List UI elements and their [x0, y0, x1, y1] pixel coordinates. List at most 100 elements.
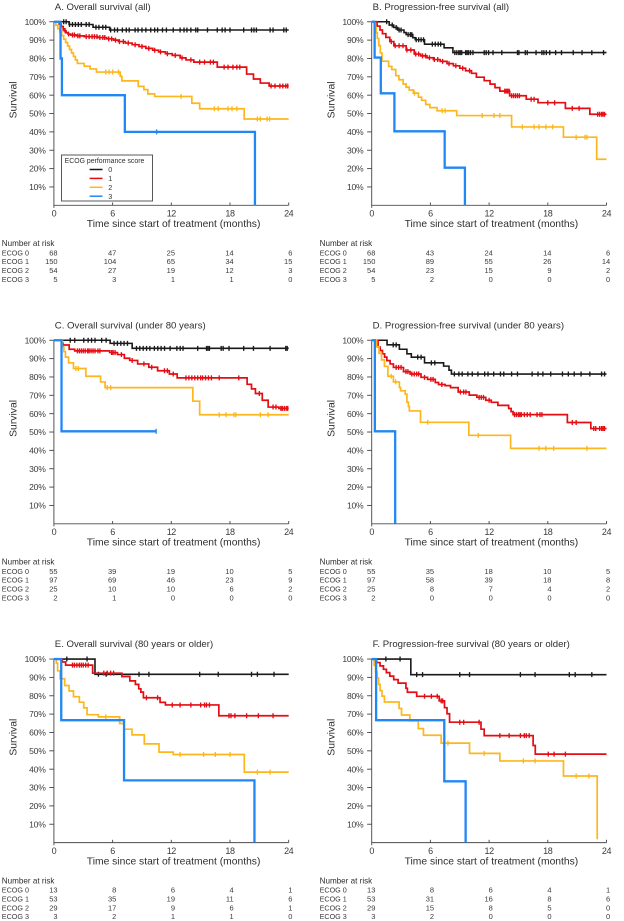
svg-text:3: 3	[371, 912, 375, 921]
svg-text:2: 2	[53, 593, 57, 602]
svg-text:60%: 60%	[29, 409, 46, 419]
svg-text:10: 10	[543, 567, 551, 576]
svg-text:Number at risk: Number at risk	[2, 558, 56, 567]
svg-text:9: 9	[288, 576, 292, 585]
svg-text:47: 47	[108, 248, 116, 257]
svg-text:150: 150	[363, 257, 376, 266]
svg-text:ECOG 0: ECOG 0	[320, 886, 347, 895]
svg-text:2: 2	[288, 585, 292, 594]
svg-text:1: 1	[108, 174, 112, 183]
svg-text:E. Overall survival (80 years: E. Overall survival (80 years or older)	[55, 639, 213, 650]
svg-text:80%: 80%	[347, 54, 364, 64]
svg-text:97: 97	[49, 576, 57, 585]
svg-text:12: 12	[484, 209, 494, 219]
svg-text:Number at risk: Number at risk	[320, 239, 374, 248]
svg-text:1: 1	[171, 275, 175, 284]
svg-text:15: 15	[426, 903, 434, 912]
svg-text:23: 23	[225, 576, 233, 585]
svg-text:24: 24	[284, 846, 294, 856]
svg-text:2: 2	[112, 912, 116, 921]
svg-text:0: 0	[288, 912, 292, 921]
svg-text:69: 69	[108, 576, 116, 585]
svg-text:6: 6	[110, 209, 115, 219]
svg-text:19: 19	[167, 567, 175, 576]
svg-text:12: 12	[484, 846, 494, 856]
svg-text:0: 0	[489, 912, 493, 921]
svg-text:14: 14	[602, 257, 610, 266]
svg-text:20%: 20%	[29, 164, 46, 174]
svg-text:ECOG 1: ECOG 1	[320, 257, 347, 266]
svg-text:150: 150	[45, 257, 58, 266]
svg-text:ECOG 2: ECOG 2	[320, 903, 347, 912]
svg-text:70%: 70%	[29, 390, 46, 400]
svg-text:14: 14	[225, 248, 233, 257]
svg-text:10%: 10%	[347, 182, 364, 192]
svg-text:6: 6	[606, 248, 610, 257]
svg-text:50%: 50%	[347, 427, 364, 437]
svg-text:89: 89	[426, 257, 434, 266]
svg-text:24: 24	[602, 209, 612, 219]
svg-text:10: 10	[108, 585, 116, 594]
svg-text:31: 31	[426, 895, 434, 904]
svg-text:6: 6	[428, 846, 433, 856]
svg-text:9: 9	[171, 903, 175, 912]
svg-text:6: 6	[428, 209, 433, 219]
svg-text:4: 4	[547, 585, 551, 594]
svg-text:54: 54	[49, 266, 57, 275]
svg-text:100%: 100%	[342, 335, 364, 345]
svg-text:18: 18	[543, 527, 553, 537]
svg-text:14: 14	[543, 248, 551, 257]
svg-text:ECOG 2: ECOG 2	[320, 266, 347, 275]
svg-text:3: 3	[53, 912, 57, 921]
svg-text:8: 8	[489, 903, 493, 912]
svg-text:20%: 20%	[29, 482, 46, 492]
svg-text:0: 0	[547, 912, 551, 921]
svg-text:80%: 80%	[29, 691, 46, 701]
svg-text:Time since start of treatment: Time since start of treatment (months)	[405, 219, 579, 230]
svg-text:90%: 90%	[347, 354, 364, 364]
svg-text:100%: 100%	[25, 17, 47, 27]
svg-text:60%: 60%	[347, 90, 364, 100]
svg-text:40%: 40%	[29, 127, 46, 137]
svg-text:70%: 70%	[29, 709, 46, 719]
svg-text:1: 1	[288, 886, 292, 895]
svg-text:12: 12	[484, 527, 494, 537]
svg-text:0: 0	[171, 593, 175, 602]
svg-text:0: 0	[489, 275, 493, 284]
svg-text:2: 2	[430, 275, 434, 284]
svg-text:1: 1	[230, 275, 234, 284]
svg-text:80%: 80%	[347, 691, 364, 701]
svg-text:58: 58	[426, 576, 434, 585]
svg-text:6: 6	[288, 248, 292, 257]
svg-text:9: 9	[547, 266, 551, 275]
svg-text:2: 2	[606, 266, 610, 275]
svg-text:65: 65	[167, 257, 175, 266]
svg-text:6: 6	[606, 895, 610, 904]
svg-text:6: 6	[230, 903, 234, 912]
svg-text:0: 0	[606, 275, 610, 284]
svg-text:F. Progression-free survival (: F. Progression-free survival (80 years o…	[373, 639, 570, 650]
svg-text:ECOG 3: ECOG 3	[2, 275, 29, 284]
svg-text:40%: 40%	[29, 764, 46, 774]
svg-text:ECOG 1: ECOG 1	[2, 257, 29, 266]
svg-text:39: 39	[484, 576, 492, 585]
svg-text:35: 35	[108, 895, 116, 904]
svg-text:0: 0	[288, 275, 292, 284]
svg-text:0: 0	[547, 593, 551, 602]
svg-text:0: 0	[606, 912, 610, 921]
svg-text:23: 23	[426, 266, 434, 275]
svg-text:12: 12	[167, 846, 177, 856]
svg-text:5: 5	[371, 275, 375, 284]
svg-text:0: 0	[230, 593, 234, 602]
svg-text:100%: 100%	[25, 335, 47, 345]
svg-text:6: 6	[110, 527, 115, 537]
svg-text:2: 2	[606, 585, 610, 594]
svg-text:55: 55	[484, 257, 492, 266]
svg-text:54: 54	[367, 266, 375, 275]
svg-text:0: 0	[52, 527, 57, 537]
svg-text:2: 2	[108, 183, 112, 192]
svg-text:27: 27	[108, 266, 116, 275]
svg-text:12: 12	[225, 266, 233, 275]
svg-text:50%: 50%	[29, 427, 46, 437]
svg-text:1: 1	[171, 912, 175, 921]
